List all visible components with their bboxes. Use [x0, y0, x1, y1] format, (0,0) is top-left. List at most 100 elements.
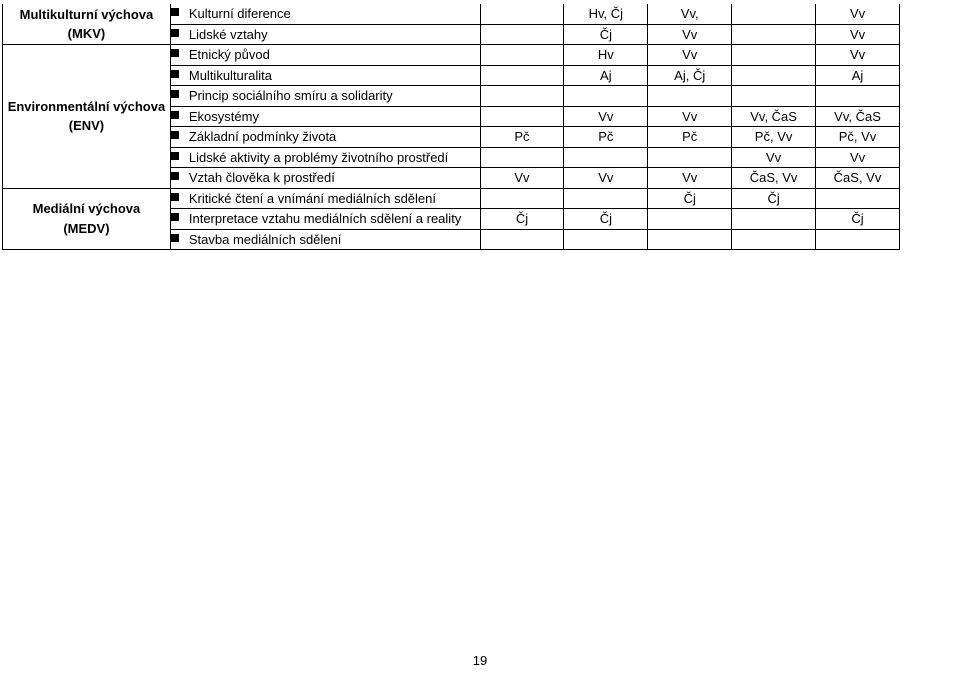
row-label: Kulturní diference: [189, 4, 480, 24]
cell: Pč, Vv: [816, 127, 900, 148]
cell: Vv: [564, 106, 648, 127]
row-desc: Lidské vztahy: [170, 24, 480, 45]
cell: [480, 147, 564, 168]
row-desc: Ekosystémy: [170, 106, 480, 127]
row-label: Kritické čtení a vnímání mediálních sděl…: [189, 189, 480, 209]
cell: Čj: [480, 209, 564, 230]
cell: [564, 147, 648, 168]
cell: Vv, ČaS: [816, 106, 900, 127]
row-desc: Stavba mediálních sdělení: [170, 229, 480, 250]
row-desc: Etnický původ: [170, 45, 480, 66]
cell: [648, 86, 732, 107]
cell: Vv: [564, 168, 648, 189]
section-medv-abbr: (MEDV): [63, 221, 109, 236]
row-desc: Princip sociálního smíru a solidarity: [170, 86, 480, 107]
cell: [816, 188, 900, 209]
page-number: 19: [0, 653, 960, 668]
cell: Pč: [480, 127, 564, 148]
row-label: Multikulturalita: [189, 66, 480, 86]
section-medv-header: Mediální výchova (MEDV): [3, 188, 171, 250]
cell: Vv: [816, 4, 900, 24]
bullet-icon: [171, 172, 179, 180]
section-env-title: Environmentální výchova: [8, 99, 166, 114]
cell: Vv: [732, 147, 816, 168]
curriculum-table: Multikulturní výchova (MKV) Kulturní dif…: [2, 4, 900, 250]
cell: [564, 188, 648, 209]
row-desc: Základní podmínky života: [170, 127, 480, 148]
cell: [648, 147, 732, 168]
bullet-icon: [171, 49, 179, 57]
cell: Pč: [648, 127, 732, 148]
cell: Čj: [816, 209, 900, 230]
section-mkv-title: Multikulturní výchova: [20, 7, 154, 22]
cell: Vv, ČaS: [732, 106, 816, 127]
cell: [564, 229, 648, 250]
row-label: Lidské aktivity a problémy životního pro…: [189, 148, 480, 168]
row-label: Lidské vztahy: [189, 25, 480, 45]
cell: Čj: [648, 188, 732, 209]
cell: Hv, Čj: [564, 4, 648, 24]
cell: [480, 65, 564, 86]
cell: [480, 4, 564, 24]
row-label: Vztah člověka k prostředí: [189, 168, 480, 188]
cell: [480, 45, 564, 66]
cell: Vv: [816, 45, 900, 66]
bullet-icon: [171, 152, 179, 160]
row-label: Stavba mediálních sdělení: [189, 230, 480, 250]
bullet-icon: [171, 111, 179, 119]
row-label: Ekosystémy: [189, 107, 480, 127]
bullet-icon: [171, 90, 179, 98]
cell: [480, 229, 564, 250]
cell: [732, 45, 816, 66]
bullet-icon: [171, 213, 179, 221]
bullet-icon: [171, 29, 179, 37]
cell: [816, 229, 900, 250]
cell: [648, 229, 732, 250]
cell: [648, 209, 732, 230]
row-desc: Kritické čtení a vnímání mediálních sděl…: [170, 188, 480, 209]
cell: Vv: [648, 168, 732, 189]
cell: Vv: [816, 147, 900, 168]
cell: [480, 106, 564, 127]
row-desc: Lidské aktivity a problémy životního pro…: [170, 147, 480, 168]
cell: Pč, Vv: [732, 127, 816, 148]
row-label: Etnický původ: [189, 45, 480, 65]
cell: [816, 86, 900, 107]
cell: Čj: [564, 209, 648, 230]
cell: Vv: [648, 106, 732, 127]
cell: Aj, Čj: [648, 65, 732, 86]
row-desc: Interpretace vztahu mediálních sdělení a…: [170, 209, 480, 230]
bullet-icon: [171, 234, 179, 242]
cell: [732, 65, 816, 86]
bullet-icon: [171, 131, 179, 139]
cell: ČaS, Vv: [816, 168, 900, 189]
section-medv-title: Mediální výchova: [33, 201, 141, 216]
row-desc: Kulturní diference: [170, 4, 480, 24]
cell: [732, 4, 816, 24]
cell: ČaS, Vv: [732, 168, 816, 189]
row-label: Interpretace vztahu mediálních sdělení a…: [189, 209, 480, 229]
cell: Vv: [816, 24, 900, 45]
cell: [480, 24, 564, 45]
cell: [480, 188, 564, 209]
cell: [480, 86, 564, 107]
bullet-icon: [171, 8, 179, 16]
cell: [732, 86, 816, 107]
row-label: Základní podmínky života: [189, 127, 480, 147]
bullet-icon: [171, 70, 179, 78]
cell: Vv: [648, 24, 732, 45]
row-desc: Multikulturalita: [170, 65, 480, 86]
section-mkv-abbr: (MKV): [68, 26, 106, 41]
cell: Vv: [648, 45, 732, 66]
cell: Hv: [564, 45, 648, 66]
cell: Vv: [480, 168, 564, 189]
cell: Aj: [816, 65, 900, 86]
cell: [732, 24, 816, 45]
cell: Čj: [732, 188, 816, 209]
cell: [732, 209, 816, 230]
section-env-header: Environmentální výchova (ENV): [3, 45, 171, 189]
section-env-abbr: (ENV): [69, 118, 104, 133]
cell: Aj: [564, 65, 648, 86]
cell: [732, 229, 816, 250]
cell: Pč: [564, 127, 648, 148]
